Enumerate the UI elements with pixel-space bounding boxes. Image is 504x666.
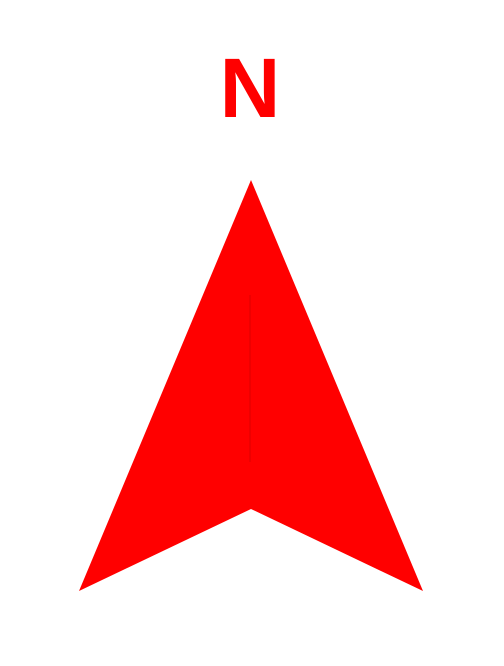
north-label: N [219, 41, 281, 135]
north-arrow-left-half [79, 180, 251, 591]
north-arrow-right-half [251, 180, 423, 591]
